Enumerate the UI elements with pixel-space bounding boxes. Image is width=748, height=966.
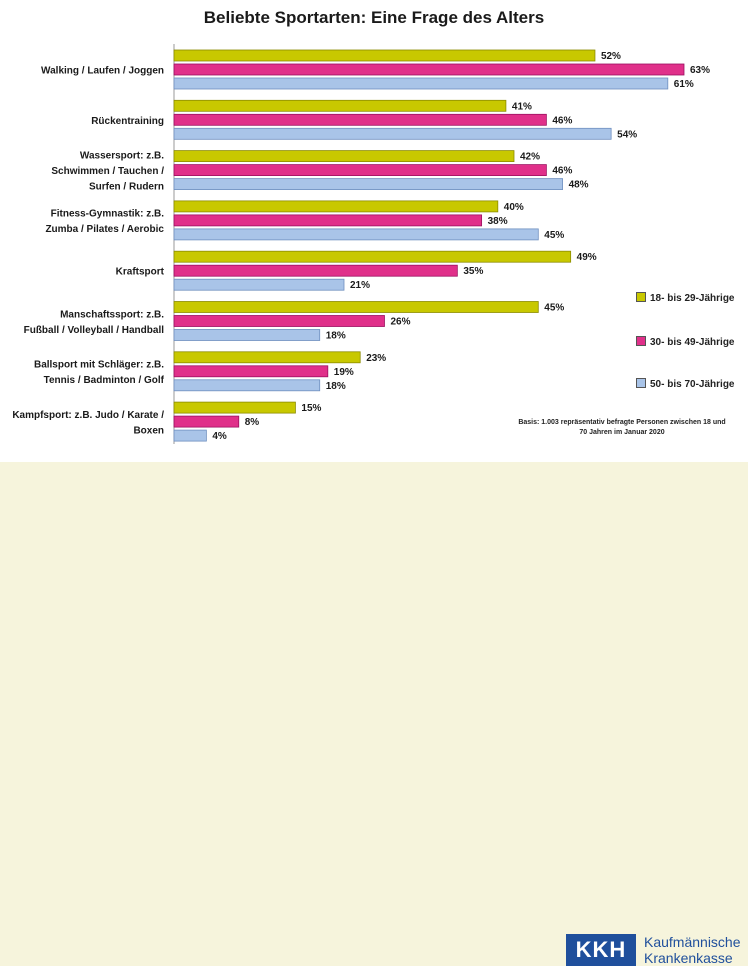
data-label-walking-laufen-joggen-s3: 61% <box>674 79 694 90</box>
data-label-wassersport-z-b-schwimmen-tauc-s3: 48% <box>569 180 589 191</box>
category-label-manschaftssport-z-b-fu-ball-vo: Manschaftssport: z.B. <box>60 309 164 320</box>
data-label-ballsport-mit-schl-ger-z-b-ten-s3: 18% <box>326 381 346 392</box>
legend-swatch-30-49 <box>636 336 646 346</box>
category-label-manschaftssport-z-b-fu-ball-vo: Fußball / Volleyball / Handball <box>24 325 165 336</box>
data-label-r-ckentraining-s2: 46% <box>552 115 572 126</box>
legend-label-18-29: 18- bis 29-Jährige <box>650 293 735 304</box>
kkh-logo-name-line1: Kaufmännische <box>644 934 741 950</box>
category-label-walking-laufen-joggen: Walking / Laufen / Joggen <box>41 66 164 77</box>
source-note: Basis: 1.003 repräsentativ befragte Pers… <box>508 418 736 438</box>
data-label-kampfsport-z-b-judo-karate-box-s3: 4% <box>212 431 227 442</box>
bar-ballsport-mit-schl-ger-z-b-ten-s3 <box>173 379 321 392</box>
data-label-manschaftssport-z-b-fu-ball-vo-s1: 45% <box>544 303 564 314</box>
bar-kraftsport-s3 <box>173 278 345 291</box>
bar-kraftsport-s1 <box>173 250 572 263</box>
source-note-line2: 70 Jahren im Januar 2020 <box>579 429 665 436</box>
legend-swatch-18-29 <box>636 292 646 302</box>
kkh-logo-name-line2: Krankenkasse <box>644 950 733 966</box>
chart-title: Beliebte Sportarten: Eine Frage des Alte… <box>203 8 545 27</box>
bar-wassersport-z-b-schwimmen-tauc-s1 <box>173 150 515 163</box>
bar-kampfsport-z-b-judo-karate-box-s2 <box>173 415 240 428</box>
category-label-fitness-gymnastik-z-b-zumba-pi: Fitness-Gymnastik: z.B. <box>51 209 165 220</box>
bar-kraftsport-s2 <box>173 264 458 277</box>
category-label-wassersport-z-b-schwimmen-tauc: Schwimmen / Tauchen / <box>51 166 164 177</box>
bar-ballsport-mit-schl-ger-z-b-ten-s1 <box>173 351 361 364</box>
legend-item-18-29: 18- bis 29-Jährige <box>636 292 734 304</box>
bar-manschaftssport-z-b-fu-ball-vo-s3 <box>173 329 321 341</box>
data-label-ballsport-mit-schl-ger-z-b-ten-s1: 23% <box>366 353 386 364</box>
kkh-logo-name: Kaufmännische Krankenkasse <box>644 934 748 966</box>
bar-fitness-gymnastik-z-b-zumba-pi-s2 <box>173 214 483 227</box>
legend-label-30-49: 30- bis 49-Jährige <box>650 337 735 348</box>
data-label-walking-laufen-joggen-s2: 63% <box>690 65 710 76</box>
category-label-kraftsport: Kraftsport <box>116 267 165 278</box>
bar-wassersport-z-b-schwimmen-tauc-s2 <box>173 164 547 177</box>
data-label-manschaftssport-z-b-fu-ball-vo-s2: 26% <box>390 317 410 328</box>
legend-swatch-50-70 <box>636 378 646 388</box>
category-label-kampfsport-z-b-judo-karate-box: Kampfsport: z.B. Judo / Karate / <box>12 410 164 421</box>
data-label-r-ckentraining-s3: 54% <box>617 129 637 140</box>
category-label-ballsport-mit-schl-ger-z-b-ten: Ballsport mit Schläger: z.B. <box>34 360 164 371</box>
bar-fitness-gymnastik-z-b-zumba-pi-s3 <box>173 228 539 241</box>
bar-fitness-gymnastik-z-b-zumba-pi-s1 <box>173 200 499 213</box>
data-label-fitness-gymnastik-z-b-zumba-pi-s3: 45% <box>544 230 564 241</box>
bar-walking-laufen-joggen-s2 <box>173 63 685 76</box>
bar-r-ckentraining-s2 <box>173 113 547 126</box>
bar-kampfsport-z-b-judo-karate-box-s1 <box>173 401 296 414</box>
data-label-r-ckentraining-s1: 41% <box>512 101 532 112</box>
data-label-kampfsport-z-b-judo-karate-box-s1: 15% <box>301 403 321 414</box>
data-label-ballsport-mit-schl-ger-z-b-ten-s2: 19% <box>334 367 354 378</box>
chart-area: Beliebte Sportarten: Eine Frage des Alte… <box>0 0 748 462</box>
source-note-line1: Basis: 1.003 repräsentativ befragte Pers… <box>518 419 726 426</box>
bar-manschaftssport-z-b-fu-ball-vo-s2 <box>173 315 385 327</box>
data-label-walking-laufen-joggen-s1: 52% <box>601 51 621 62</box>
bar-kampfsport-z-b-judo-karate-box-s3 <box>173 429 207 442</box>
data-label-wassersport-z-b-schwimmen-tauc-s1: 42% <box>520 152 540 163</box>
data-label-fitness-gymnastik-z-b-zumba-pi-s2: 38% <box>488 216 508 227</box>
kkh-logo-mark: KKH <box>566 934 636 966</box>
category-label-r-ckentraining: Rückentraining <box>91 116 164 127</box>
category-label-wassersport-z-b-schwimmen-tauc: Surfen / Rudern <box>89 182 164 193</box>
category-label-fitness-gymnastik-z-b-zumba-pi: Zumba / Pilates / Aerobic <box>45 224 164 235</box>
data-label-kraftsport-s3: 21% <box>350 280 370 291</box>
legend-item-50-70: 50- bis 70-Jährige <box>636 378 734 390</box>
bar-manschaftssport-z-b-fu-ball-vo-s1 <box>173 301 539 313</box>
footer: KKH Kaufmännische Krankenkasse <box>0 462 748 966</box>
bar-wassersport-z-b-schwimmen-tauc-s3 <box>173 178 563 191</box>
bar-walking-laufen-joggen-s1 <box>173 49 596 62</box>
category-label-ballsport-mit-schl-ger-z-b-ten: Tennis / Badminton / Golf <box>44 375 165 386</box>
category-label-wassersport-z-b-schwimmen-tauc: Wassersport: z.B. <box>80 151 164 162</box>
data-label-kraftsport-s1: 49% <box>577 252 597 263</box>
legend-label-50-70: 50- bis 70-Jährige <box>650 379 735 390</box>
data-label-wassersport-z-b-schwimmen-tauc-s2: 46% <box>552 166 572 177</box>
bar-chart: Walking / Laufen / Joggen 52% 63% 61% Rücken… <box>12 44 710 444</box>
bar-ballsport-mit-schl-ger-z-b-ten-s2 <box>173 365 329 378</box>
bar-walking-laufen-joggen-s3 <box>173 77 669 90</box>
bar-r-ckentraining-s1 <box>173 99 507 112</box>
data-label-kampfsport-z-b-judo-karate-box-s2: 8% <box>245 417 260 428</box>
data-label-fitness-gymnastik-z-b-zumba-pi-s1: 40% <box>504 202 524 213</box>
data-label-manschaftssport-z-b-fu-ball-vo-s3: 18% <box>326 331 346 342</box>
legend-item-30-49: 30- bis 49-Jährige <box>636 336 734 348</box>
bar-r-ckentraining-s3 <box>173 127 612 140</box>
data-label-kraftsport-s2: 35% <box>463 266 483 277</box>
category-label-kampfsport-z-b-judo-karate-box: Boxen <box>133 425 164 436</box>
